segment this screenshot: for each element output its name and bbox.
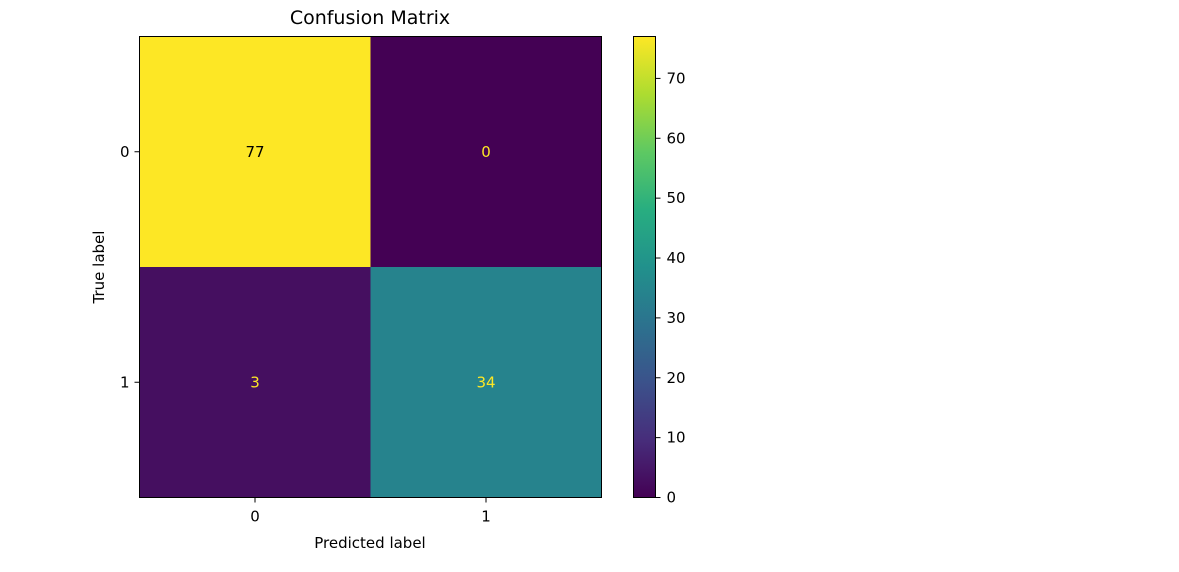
y-axis-label: True label [90, 231, 108, 305]
heatmap-cell-labels: 77 0 3 34 [245, 143, 495, 392]
colorbar-tick-label: 50 [667, 189, 686, 207]
colorbar-tick-label: 60 [667, 129, 686, 147]
heatmap-cell [139, 36, 371, 267]
cell-value-label: 3 [250, 373, 260, 391]
cell-value-label: 0 [481, 143, 491, 161]
x-axis-label: Predicted label [314, 534, 425, 552]
plot-frame [139, 36, 602, 498]
heatmap-cell [370, 36, 602, 267]
chart-title: Confusion Matrix [290, 7, 450, 29]
cell-value-label: 77 [245, 143, 264, 161]
colorbar [633, 36, 656, 498]
colorbar-tick-label: 0 [667, 489, 677, 507]
colorbar-tick-label: 40 [667, 249, 686, 267]
x-tick-label: 1 [481, 508, 491, 526]
cell-value-label: 34 [476, 373, 495, 391]
x-tick-label: 0 [250, 508, 260, 526]
colorbar-tick-label: 30 [667, 309, 686, 327]
colorbar-ticks: 0 10 20 30 40 50 60 70 [655, 69, 686, 507]
y-tick-label: 1 [120, 373, 130, 391]
y-axis-ticks: 01 [120, 143, 140, 391]
colorbar-tick-label: 70 [667, 69, 686, 87]
colorbar-tick-label: 10 [667, 429, 686, 447]
heatmap-cell [139, 267, 371, 498]
y-tick-label: 0 [120, 143, 130, 161]
colorbar-tick-label: 20 [667, 369, 686, 387]
heatmap-cell [370, 267, 602, 498]
heatmap-cells [139, 36, 602, 498]
